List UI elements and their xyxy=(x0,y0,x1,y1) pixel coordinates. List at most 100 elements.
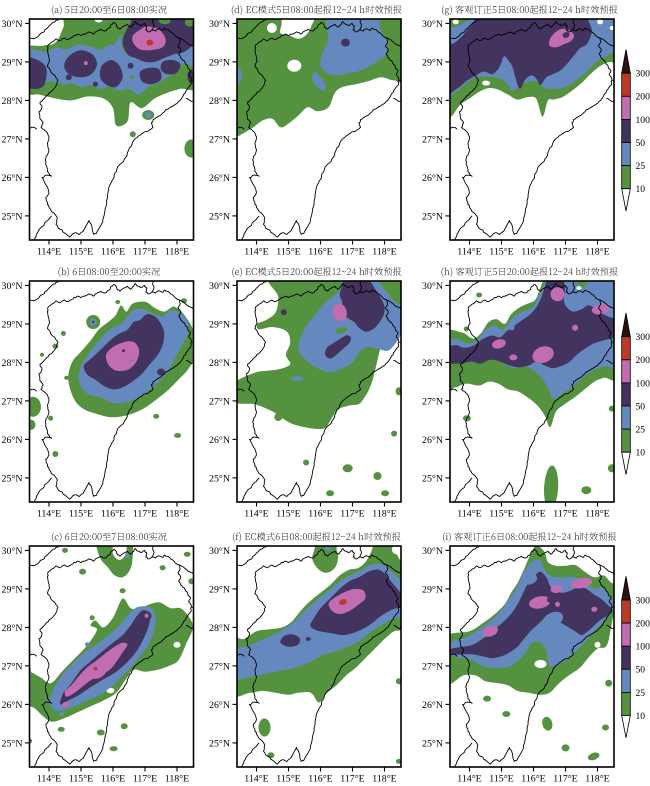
svg-text:115°E: 115°E xyxy=(489,509,513,520)
svg-text:27°N: 27°N xyxy=(209,661,230,672)
svg-text:117°E: 117°E xyxy=(133,247,157,258)
svg-text:29°N: 29°N xyxy=(209,319,230,330)
svg-text:118°E: 118°E xyxy=(165,774,189,785)
svg-text:200: 200 xyxy=(636,355,650,366)
svg-text:118°E: 118°E xyxy=(165,247,189,258)
svg-text:116°E: 116°E xyxy=(308,247,332,258)
svg-text:26°N: 26°N xyxy=(422,173,443,184)
svg-text:25°N: 25°N xyxy=(209,473,230,484)
svg-text:300: 300 xyxy=(636,332,650,343)
svg-text:115°E: 115°E xyxy=(69,247,93,258)
svg-text:29°N: 29°N xyxy=(422,319,443,330)
svg-text:115°E: 115°E xyxy=(69,774,93,785)
svg-text:115°E: 115°E xyxy=(489,774,513,785)
svg-text:116°E: 116°E xyxy=(521,509,545,520)
svg-text:116°E: 116°E xyxy=(521,774,545,785)
svg-text:28°N: 28°N xyxy=(209,623,230,634)
svg-text:25°N: 25°N xyxy=(422,211,443,222)
svg-text:26°N: 26°N xyxy=(2,173,23,184)
svg-text:29°N: 29°N xyxy=(422,57,443,68)
svg-text:115°E: 115°E xyxy=(276,247,300,258)
svg-text:117°E: 117°E xyxy=(553,509,577,520)
svg-text:28°N: 28°N xyxy=(422,358,443,369)
svg-text:117°E: 117°E xyxy=(340,247,364,258)
svg-text:300: 300 xyxy=(636,595,650,606)
svg-text:114°E: 114°E xyxy=(457,774,481,785)
svg-text:25: 25 xyxy=(636,425,646,436)
svg-text:114°E: 114°E xyxy=(37,774,61,785)
svg-text:50: 50 xyxy=(636,401,646,412)
svg-text:10: 10 xyxy=(636,711,646,722)
svg-text:26°N: 26°N xyxy=(209,173,230,184)
svg-text:300: 300 xyxy=(636,69,650,80)
svg-text:28°N: 28°N xyxy=(2,358,23,369)
svg-text:25°N: 25°N xyxy=(422,738,443,749)
svg-text:117°E: 117°E xyxy=(553,247,577,258)
svg-text:117°E: 117°E xyxy=(340,774,364,785)
svg-text:118°E: 118°E xyxy=(372,509,396,520)
svg-text:26°N: 26°N xyxy=(209,435,230,446)
svg-text:117°E: 117°E xyxy=(133,509,157,520)
svg-text:118°E: 118°E xyxy=(165,509,189,520)
svg-text:28°N: 28°N xyxy=(422,623,443,634)
svg-text:30°N: 30°N xyxy=(2,19,23,30)
svg-text:50: 50 xyxy=(636,665,646,676)
svg-text:25°N: 25°N xyxy=(209,738,230,749)
svg-text:50: 50 xyxy=(636,138,646,149)
svg-text:114°E: 114°E xyxy=(244,509,268,520)
svg-text:118°E: 118°E xyxy=(372,774,396,785)
svg-text:115°E: 115°E xyxy=(489,247,513,258)
svg-text:10: 10 xyxy=(636,184,646,195)
svg-text:30°N: 30°N xyxy=(2,281,23,292)
svg-text:114°E: 114°E xyxy=(37,247,61,258)
svg-text:114°E: 114°E xyxy=(457,509,481,520)
svg-text:28°N: 28°N xyxy=(209,96,230,107)
svg-text:116°E: 116°E xyxy=(521,247,545,258)
svg-text:25°N: 25°N xyxy=(2,738,23,749)
svg-text:28°N: 28°N xyxy=(2,96,23,107)
svg-text:29°N: 29°N xyxy=(209,584,230,595)
svg-text:25°N: 25°N xyxy=(422,473,443,484)
svg-text:200: 200 xyxy=(636,619,650,630)
svg-text:30°N: 30°N xyxy=(422,19,443,30)
svg-text:27°N: 27°N xyxy=(209,134,230,145)
svg-text:116°E: 116°E xyxy=(308,509,332,520)
svg-text:30°N: 30°N xyxy=(209,19,230,30)
svg-text:30°N: 30°N xyxy=(209,546,230,557)
svg-text:27°N: 27°N xyxy=(2,661,23,672)
svg-text:116°E: 116°E xyxy=(308,774,332,785)
svg-text:30°N: 30°N xyxy=(422,546,443,557)
svg-text:27°N: 27°N xyxy=(422,134,443,145)
svg-text:28°N: 28°N xyxy=(2,623,23,634)
svg-text:117°E: 117°E xyxy=(340,509,364,520)
svg-text:200: 200 xyxy=(636,92,650,103)
svg-text:26°N: 26°N xyxy=(422,435,443,446)
svg-text:29°N: 29°N xyxy=(2,57,23,68)
svg-text:30°N: 30°N xyxy=(209,281,230,292)
svg-text:27°N: 27°N xyxy=(2,396,23,407)
svg-text:26°N: 26°N xyxy=(2,700,23,711)
svg-text:117°E: 117°E xyxy=(553,774,577,785)
svg-text:10: 10 xyxy=(636,448,646,459)
svg-text:29°N: 29°N xyxy=(2,319,23,330)
svg-text:116°E: 116°E xyxy=(101,509,125,520)
svg-text:115°E: 115°E xyxy=(276,774,300,785)
svg-text:25: 25 xyxy=(636,161,646,172)
svg-text:116°E: 116°E xyxy=(101,774,125,785)
svg-text:116°E: 116°E xyxy=(101,247,125,258)
svg-text:26°N: 26°N xyxy=(422,700,443,711)
svg-text:115°E: 115°E xyxy=(69,509,93,520)
svg-text:25: 25 xyxy=(636,688,646,699)
svg-text:114°E: 114°E xyxy=(457,247,481,258)
svg-text:27°N: 27°N xyxy=(209,396,230,407)
svg-text:114°E: 114°E xyxy=(244,247,268,258)
svg-text:100: 100 xyxy=(636,642,650,653)
svg-text:118°E: 118°E xyxy=(372,247,396,258)
svg-text:100: 100 xyxy=(636,378,650,389)
svg-text:117°E: 117°E xyxy=(133,774,157,785)
svg-text:118°E: 118°E xyxy=(585,247,609,258)
svg-text:115°E: 115°E xyxy=(276,509,300,520)
svg-text:25°N: 25°N xyxy=(2,473,23,484)
svg-text:26°N: 26°N xyxy=(2,435,23,446)
svg-text:29°N: 29°N xyxy=(209,57,230,68)
